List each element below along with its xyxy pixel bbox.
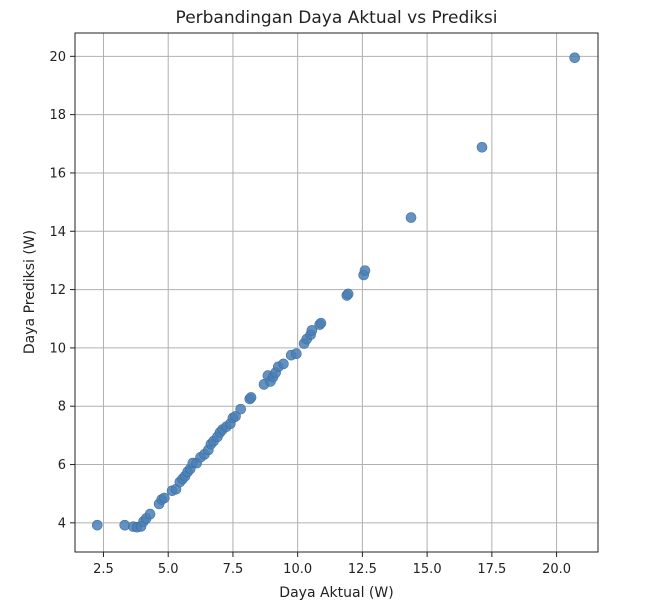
plot-frame — [74, 32, 599, 553]
x-tick-label: 7.5 — [223, 562, 244, 577]
y-tick-label: 4 — [58, 516, 66, 531]
y-axis-label: Daya Prediksi (W) — [22, 230, 38, 354]
data-point — [306, 325, 318, 336]
y-tick-label: 16 — [49, 166, 66, 181]
data-point — [405, 212, 417, 223]
x-tick-label: 17.5 — [477, 562, 506, 577]
x-tick-label: 12.5 — [348, 562, 377, 577]
data-point — [315, 317, 327, 329]
y-tick-label: 10 — [49, 341, 66, 356]
y-tick-label: 18 — [49, 108, 66, 123]
x-tick-label: 15.0 — [413, 562, 442, 577]
x-tick-label: 2.5 — [93, 562, 114, 577]
x-tick-label: 20.0 — [542, 562, 571, 577]
x-tick-label: 5.0 — [158, 562, 179, 577]
data-point — [144, 508, 156, 520]
data-point — [569, 52, 580, 64]
x-tick-label: 10.0 — [283, 562, 312, 577]
data-point — [159, 492, 170, 504]
data-point — [91, 519, 103, 531]
chart-title: Perbandingan Daya Aktual vs Prediksi — [176, 8, 498, 28]
y-tick-label: 8 — [58, 400, 66, 415]
x-axis-label: Daya Aktual (W) — [279, 585, 393, 601]
y-tick-label: 20 — [49, 50, 66, 65]
data-point — [342, 288, 354, 300]
y-tick-label: 14 — [49, 225, 66, 240]
y-tick-label: 6 — [58, 458, 66, 473]
y-tick-label: 12 — [49, 283, 66, 298]
data-point — [245, 392, 257, 403]
data-point — [359, 265, 371, 276]
points-layer — [91, 52, 580, 533]
data-point — [278, 358, 289, 370]
grid-layer — [75, 33, 598, 552]
data-point — [476, 141, 488, 153]
ticks-layer: 2.5 5.0 7.5 10.0 12.5 15.0 17.5 20.0 4 6 8 10 12 14 16… — [49, 50, 571, 577]
data-point — [230, 411, 241, 422]
data-point — [235, 403, 247, 415]
data-point — [291, 348, 302, 360]
